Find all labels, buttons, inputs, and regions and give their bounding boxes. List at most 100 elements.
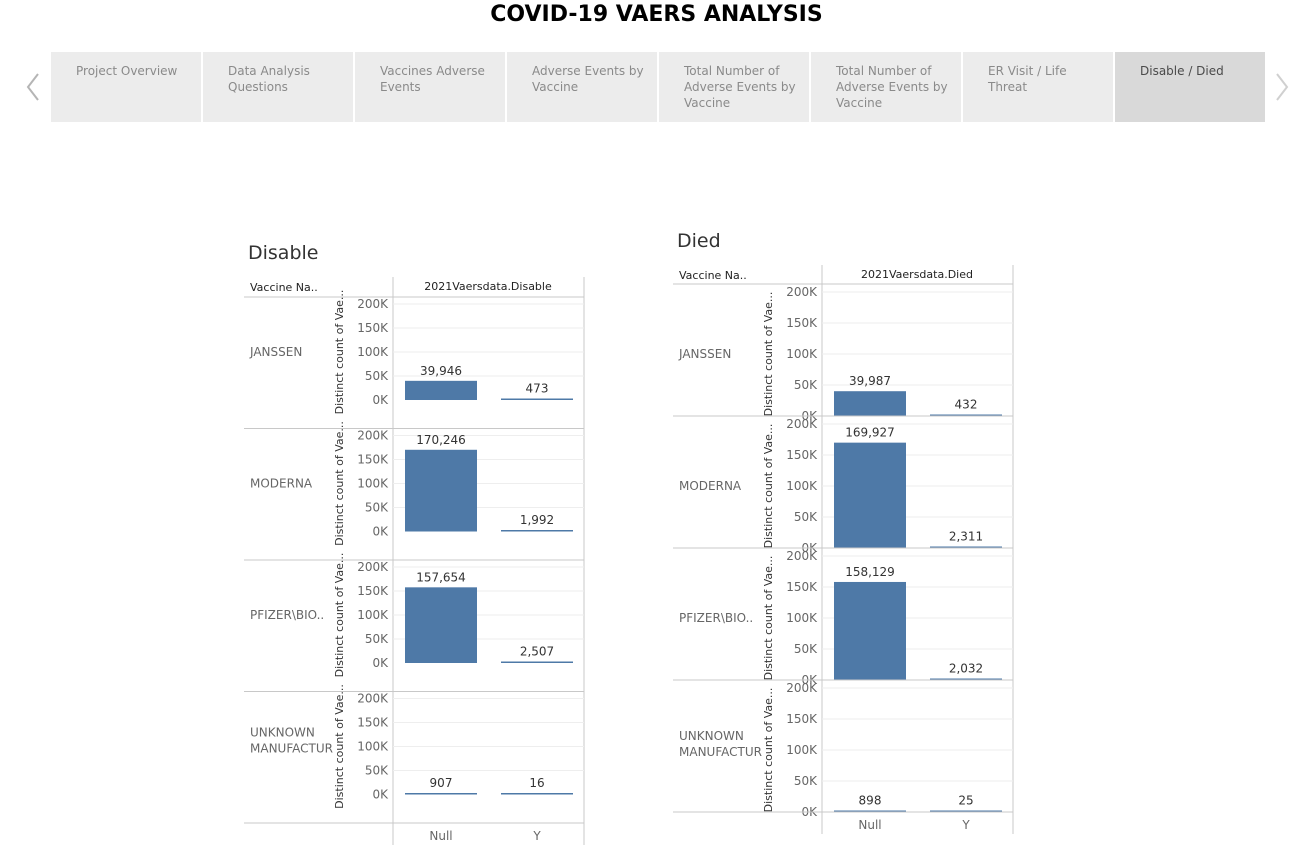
bar-unknown-manufactur-y [930,810,1002,812]
row-label: JANSSEN [678,347,731,361]
row-label: MANUFACTUR [250,742,333,756]
data-label: 25 [958,794,973,808]
y-tick-label: 200K [786,417,818,431]
y-tick-label: 50K [794,378,818,392]
data-label: 2,311 [949,530,983,544]
chevron-left-icon[interactable] [25,72,41,102]
y-tick-label: 150K [357,584,389,598]
disable-row-header: Vaccine Na.. [250,281,318,294]
y-tick-label: 100K [786,611,818,625]
bar-moderna-y [930,546,1002,548]
y-tick-label: 100K [357,608,389,622]
y-tick-label: 50K [794,642,818,656]
y-tick-label: 0K [372,788,389,802]
tab-label: ER Visit / Life Threat [988,64,1067,94]
page-title: COVID-19 VAERS ANALYSIS [490,2,823,27]
tab-label: Disable / Died [1140,64,1224,78]
row-label: MODERNA [250,477,313,491]
tab-vaccines-adverse-events[interactable]: Vaccines Adverse Events [355,52,505,122]
bar-unknown-manufactur-null [834,810,906,812]
data-label: 170,246 [416,433,466,447]
tab-er-visit-life-threat[interactable]: ER Visit / Life Threat [963,52,1113,122]
y-tick-label: 150K [357,453,389,467]
y-tick-label: 50K [365,764,389,778]
y-tick-label: 50K [794,510,818,524]
tab-label: Project Overview [76,64,178,78]
data-label: 39,987 [849,374,891,388]
data-label: 2,032 [949,662,983,676]
row-label: PFIZER\BIO.. [679,611,753,625]
y-tick-label: 100K [786,743,818,757]
y-axis-title: Distinct count of Vae... [333,421,346,546]
data-label: 16 [529,776,544,790]
tab-label: Data Analysis Questions [228,64,310,94]
x-tick-label: Null [429,829,452,843]
story-navigation: Project Overview Data Analysis Questions… [51,52,1265,122]
y-tick-label: 200K [357,297,389,311]
y-tick-label: 100K [786,479,818,493]
data-label: 898 [859,794,882,808]
y-tick-label: 150K [786,316,818,330]
x-tick-label: Y [532,829,541,843]
y-tick-label: 200K [357,692,389,706]
data-label: 907 [430,776,453,790]
y-axis-title: Distinct count of Vae... [762,556,775,681]
y-tick-label: 100K [357,740,389,754]
bar-pfizer-bio-null [834,581,906,680]
tab-label: Total Number of Adverse Events by Vaccin… [836,64,948,110]
data-label: 158,129 [845,565,895,579]
tab-project-overview[interactable]: Project Overview [51,52,201,122]
y-tick-label: 100K [357,345,389,359]
bar-unknown-manufactur-y [501,793,573,795]
row-label: UNKNOWN [250,726,315,740]
data-label: 473 [526,382,549,396]
bar-moderna-y [501,530,573,532]
y-tick-label: 200K [357,429,389,443]
chevron-right-icon[interactable] [1274,72,1290,102]
tab-label: Vaccines Adverse Events [380,64,485,94]
died-chart-title: Died [677,230,721,252]
tab-total-adverse-events-2[interactable]: Total Number of Adverse Events by Vaccin… [811,52,961,122]
y-tick-label: 200K [786,681,818,695]
data-label: 157,654 [416,570,466,584]
bar-moderna-null [405,449,477,532]
tab-total-adverse-events-1[interactable]: Total Number of Adverse Events by Vaccin… [659,52,809,122]
bar-janssen-y [930,414,1002,416]
y-tick-label: 200K [786,549,818,563]
y-tick-label: 100K [786,347,818,361]
y-axis-title: Distinct count of Vae... [333,553,346,678]
row-label: PFIZER\BIO.. [250,608,324,622]
y-tick-label: 0K [372,393,389,407]
x-tick-label: Null [858,818,881,832]
disable-chart-title: Disable [248,242,319,264]
y-tick-label: 150K [786,448,818,462]
disable-column-header: 2021Vaersdata.Disable [424,280,552,293]
tab-disable-died[interactable]: Disable / Died [1115,52,1265,122]
tab-label: Total Number of Adverse Events by Vaccin… [684,64,796,110]
bar-unknown-manufactur-null [405,793,477,795]
y-tick-label: 150K [357,321,389,335]
data-label: 2,507 [520,645,554,659]
bar-janssen-null [834,391,906,416]
y-axis-title: Distinct count of Vae... [333,290,346,415]
tab-data-analysis-questions[interactable]: Data Analysis Questions [203,52,353,122]
tab-adverse-events-by-vaccine[interactable]: Adverse Events by Vaccine [507,52,657,122]
row-label: JANSSEN [249,345,302,359]
bar-pfizer-bio-y [501,661,573,663]
y-axis-title: Distinct count of Vae... [762,424,775,549]
bar-janssen-null [405,380,477,400]
y-tick-label: 100K [357,477,389,491]
row-label: MODERNA [679,479,742,493]
bar-pfizer-bio-null [405,587,477,663]
y-tick-label: 150K [786,580,818,594]
y-axis-title: Distinct count of Vae... [333,684,346,809]
died-row-header: Vaccine Na.. [679,269,747,282]
y-tick-label: 200K [786,285,818,299]
y-tick-label: 0K [372,656,389,670]
y-tick-label: 50K [365,369,389,383]
data-label: 39,946 [420,364,462,378]
y-tick-label: 0K [372,525,389,539]
y-axis-title: Distinct count of Vae... [762,292,775,417]
y-tick-label: 150K [357,716,389,730]
